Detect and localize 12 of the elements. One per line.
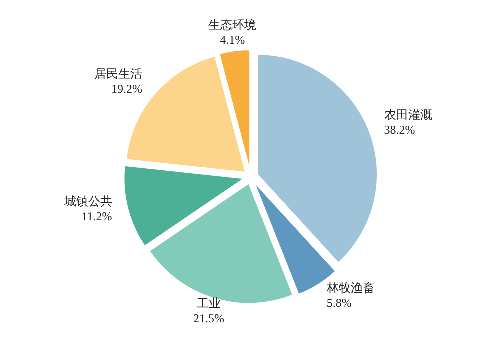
data-label: 4.1%: [220, 33, 246, 48]
slice-label: 工业: [196, 296, 221, 311]
data-label: 19.2%: [112, 82, 143, 96]
data-label: 38.2%: [384, 123, 416, 138]
data-label: 5.8%: [326, 296, 352, 310]
slice-label: 农田灌溉: [384, 108, 432, 122]
slice-label: 城镇公共: [63, 194, 112, 209]
slice-label: 居民生活: [94, 66, 143, 81]
slice-label: 林牧渔畜: [326, 281, 375, 296]
data-label: 21.5%: [193, 312, 224, 326]
data-label: 11.2%: [82, 210, 112, 224]
slice-label: 生态环境: [208, 18, 257, 32]
